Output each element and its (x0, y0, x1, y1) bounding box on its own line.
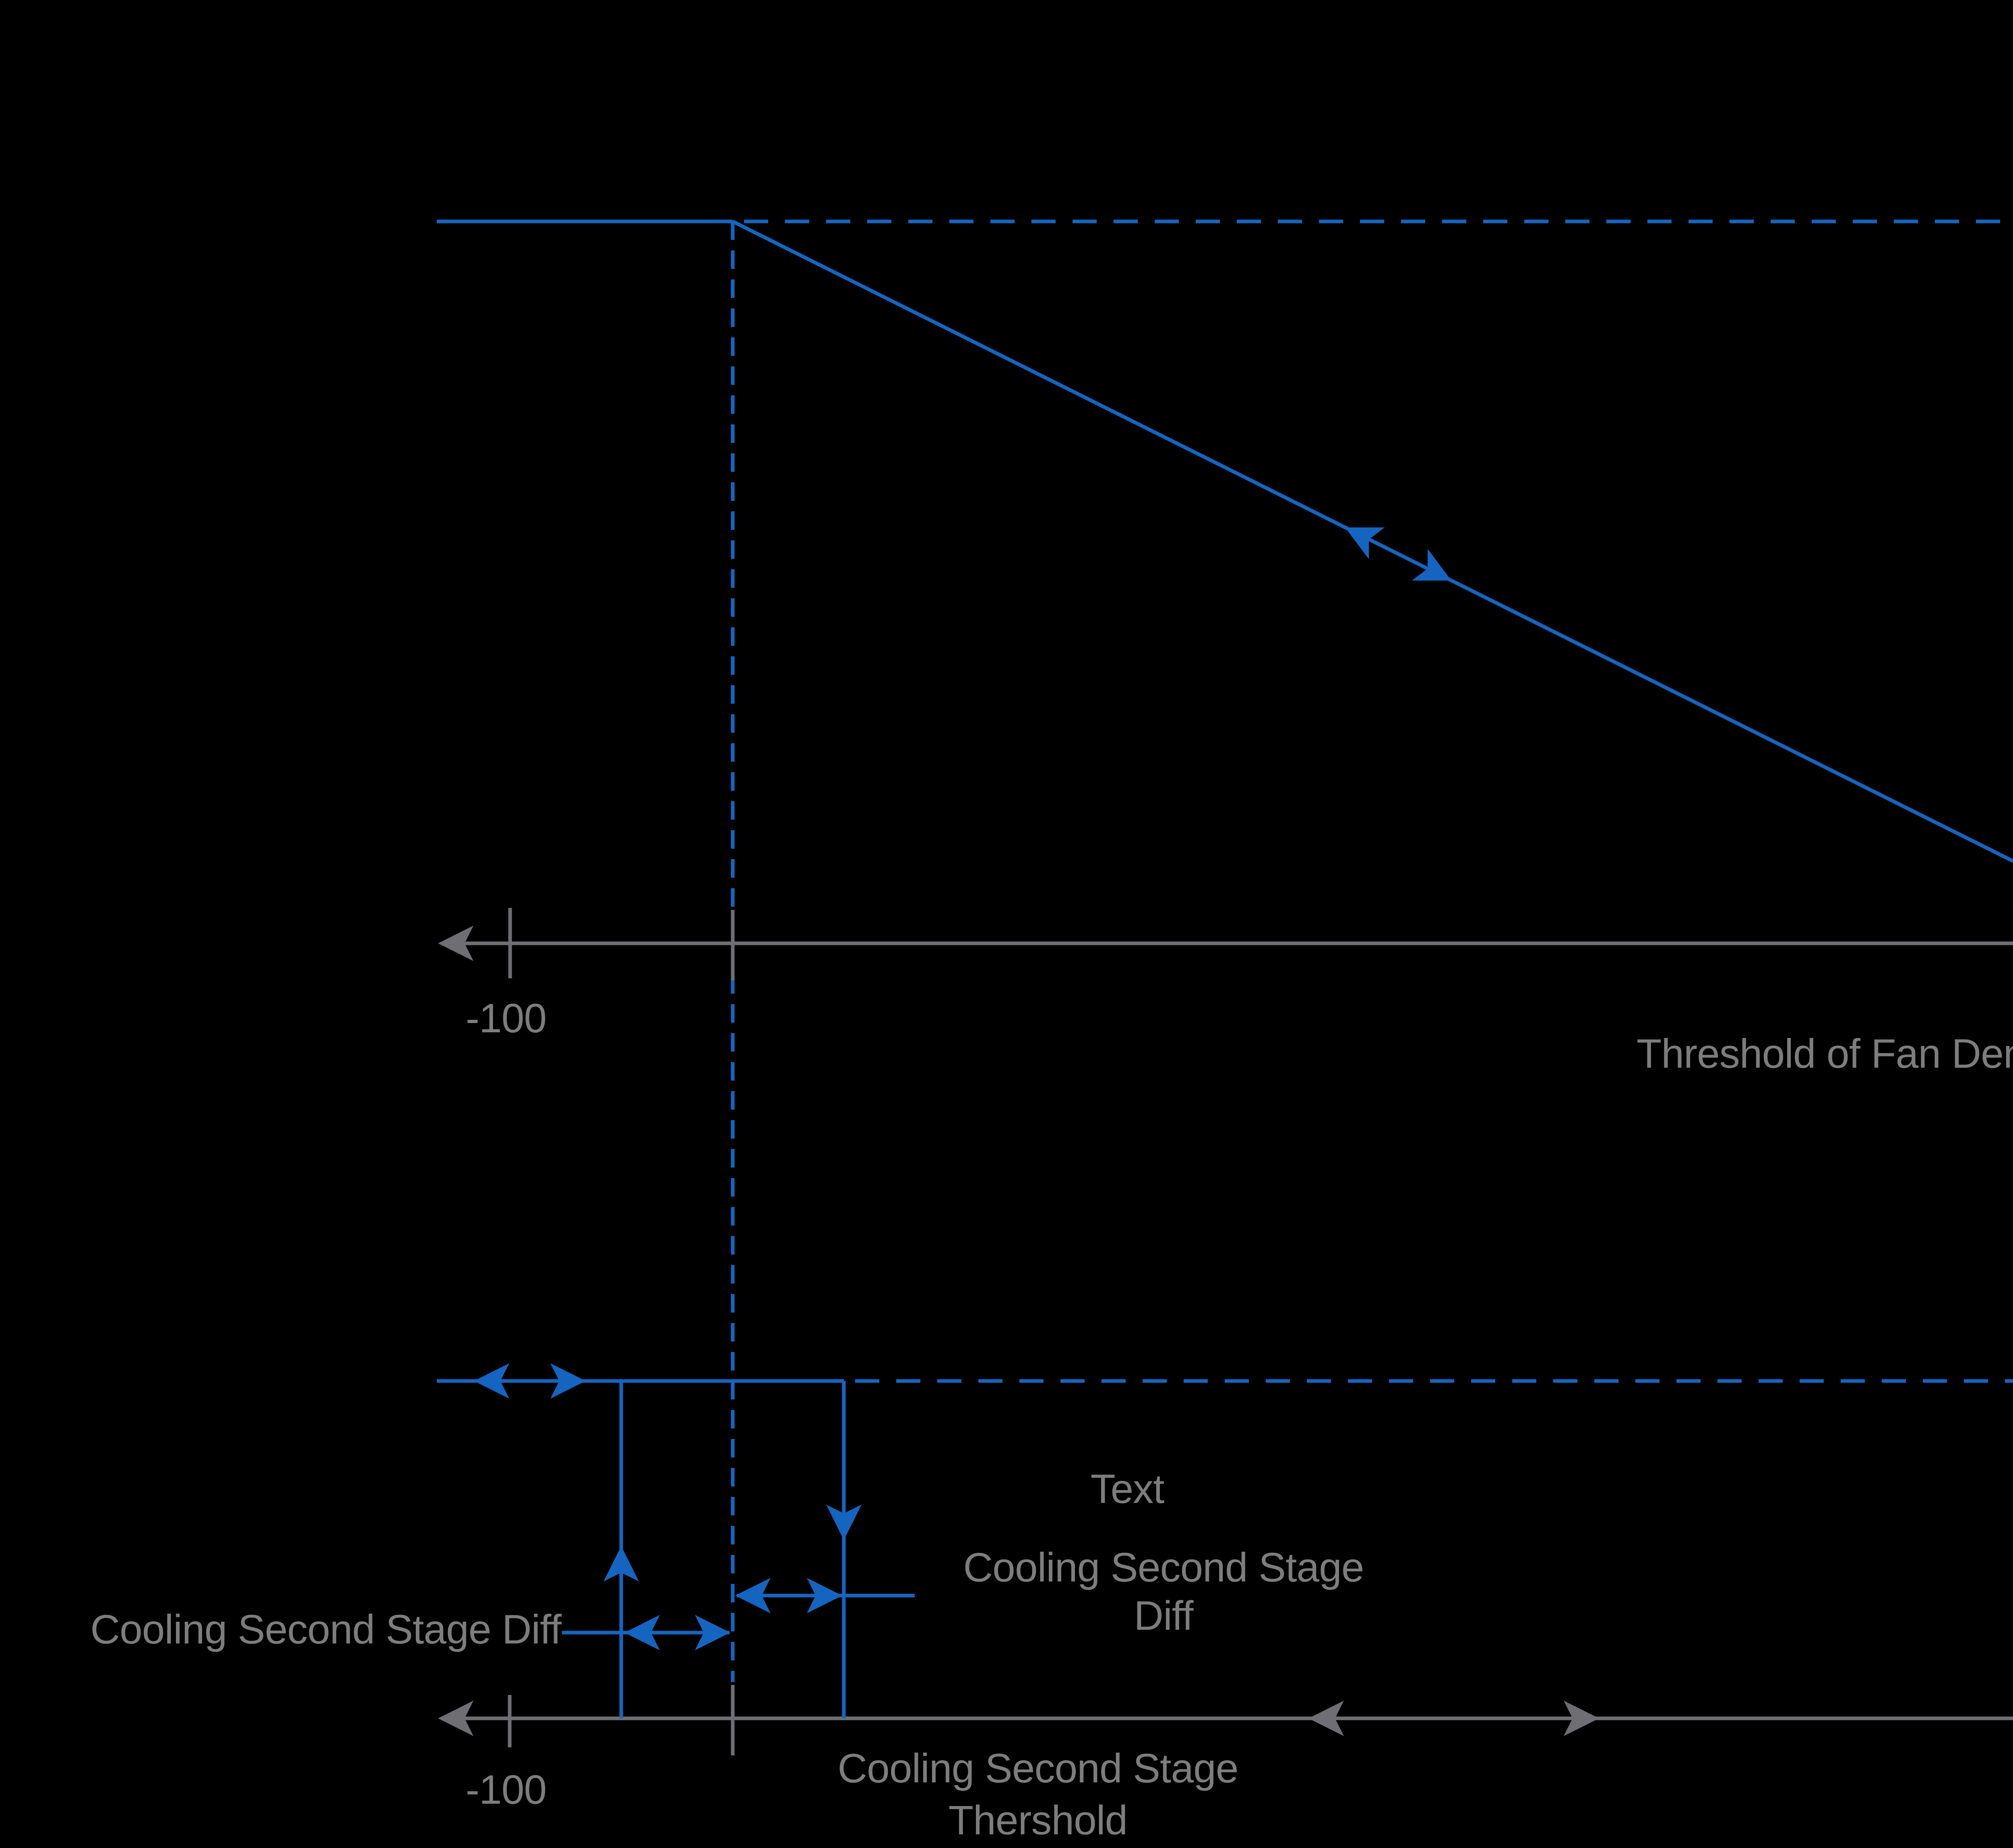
bottom-chart: Cooling Second Stage Binary Output ON OF… (90, 1363, 2013, 1843)
threshold-label-line2: Thershold (949, 1797, 1128, 1843)
diff-left-label: Cooling Second Stage Diff (90, 1606, 562, 1652)
diff-center-label-line1: Cooling Second Stage (963, 1544, 1364, 1590)
ramp-arrowhead-downright (1412, 549, 1459, 597)
top-chart: Cooling Analog Output [%] 100 -100 Thres… (437, 219, 2013, 1077)
bottom-tick-label-minus-100: -100 (466, 1767, 546, 1813)
ramp-arrowhead-upleft (1337, 511, 1385, 559)
top-tick-label-minus-100: -100 (466, 995, 546, 1041)
output-ramp-line (732, 219, 2013, 863)
threshold-label-line1: Cooling Second Stage (837, 1745, 1238, 1791)
threshold-of-fan-demand-label: Threshold of Fan Demand (1637, 1031, 2013, 1077)
diff-center-label-line2: Diff (1134, 1593, 1194, 1639)
text-placeholder-label: Text (1090, 1466, 1164, 1512)
